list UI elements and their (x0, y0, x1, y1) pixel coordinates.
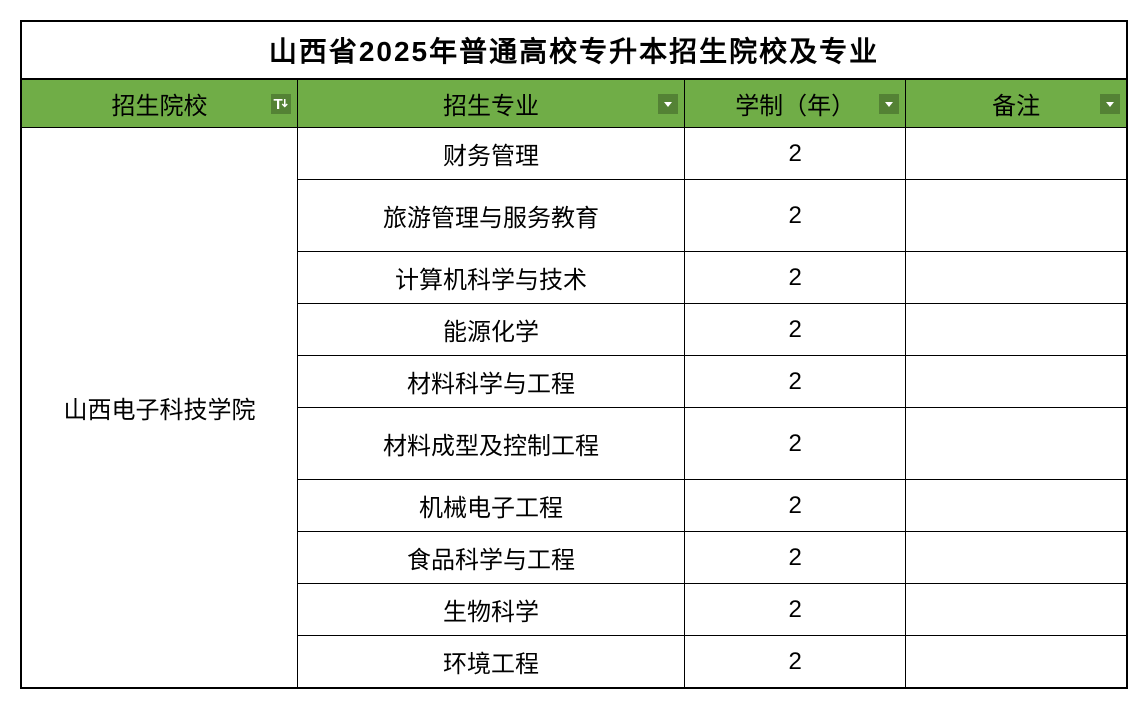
filter-dropdown-icon[interactable] (879, 94, 899, 114)
svg-text:T: T (274, 96, 283, 113)
major-cell: 旅游管理与服务教育 (298, 180, 685, 252)
notes-cell (906, 128, 1127, 180)
header-notes: 备注 (906, 79, 1127, 128)
notes-cell (906, 356, 1127, 408)
years-cell: 2 (685, 128, 906, 180)
table-row: 山西电子科技学院财务管理2 (21, 128, 1127, 180)
notes-cell (906, 480, 1127, 532)
table-title: 山西省2025年普通高校专升本招生院校及专业 (21, 21, 1127, 79)
filter-dropdown-icon[interactable] (1100, 94, 1120, 114)
sort-icon[interactable]: T (271, 94, 291, 114)
admission-table: 山西省2025年普通高校专升本招生院校及专业 招生院校 T 招生专业 学制（年） (20, 20, 1128, 689)
major-cell: 材料科学与工程 (298, 356, 685, 408)
filter-dropdown-icon[interactable] (658, 94, 678, 114)
header-years-label: 学制（年） (735, 93, 855, 120)
years-cell: 2 (685, 480, 906, 532)
years-cell: 2 (685, 636, 906, 689)
years-cell: 2 (685, 252, 906, 304)
header-major: 招生专业 (298, 79, 685, 128)
major-cell: 计算机科学与技术 (298, 252, 685, 304)
notes-cell (906, 304, 1127, 356)
major-cell: 食品科学与工程 (298, 532, 685, 584)
major-cell: 能源化学 (298, 304, 685, 356)
notes-cell (906, 408, 1127, 480)
header-row: 招生院校 T 招生专业 学制（年） (21, 79, 1127, 128)
major-cell: 机械电子工程 (298, 480, 685, 532)
notes-cell (906, 532, 1127, 584)
header-years: 学制（年） (685, 79, 906, 128)
header-school: 招生院校 T (21, 79, 298, 128)
major-cell: 材料成型及控制工程 (298, 408, 685, 480)
major-cell: 财务管理 (298, 128, 685, 180)
header-major-label: 招生专业 (443, 93, 539, 120)
years-cell: 2 (685, 356, 906, 408)
notes-cell (906, 584, 1127, 636)
major-cell: 环境工程 (298, 636, 685, 689)
header-notes-label: 备注 (992, 93, 1040, 120)
title-row: 山西省2025年普通高校专升本招生院校及专业 (21, 21, 1127, 79)
years-cell: 2 (685, 408, 906, 480)
years-cell: 2 (685, 584, 906, 636)
notes-cell (906, 180, 1127, 252)
notes-cell (906, 636, 1127, 689)
years-cell: 2 (685, 532, 906, 584)
years-cell: 2 (685, 180, 906, 252)
school-cell: 山西电子科技学院 (21, 128, 298, 689)
years-cell: 2 (685, 304, 906, 356)
major-cell: 生物科学 (298, 584, 685, 636)
notes-cell (906, 252, 1127, 304)
header-school-label: 招生院校 (112, 93, 208, 120)
table-body: 山西电子科技学院财务管理2旅游管理与服务教育2计算机科学与技术2能源化学2材料科… (21, 128, 1127, 689)
